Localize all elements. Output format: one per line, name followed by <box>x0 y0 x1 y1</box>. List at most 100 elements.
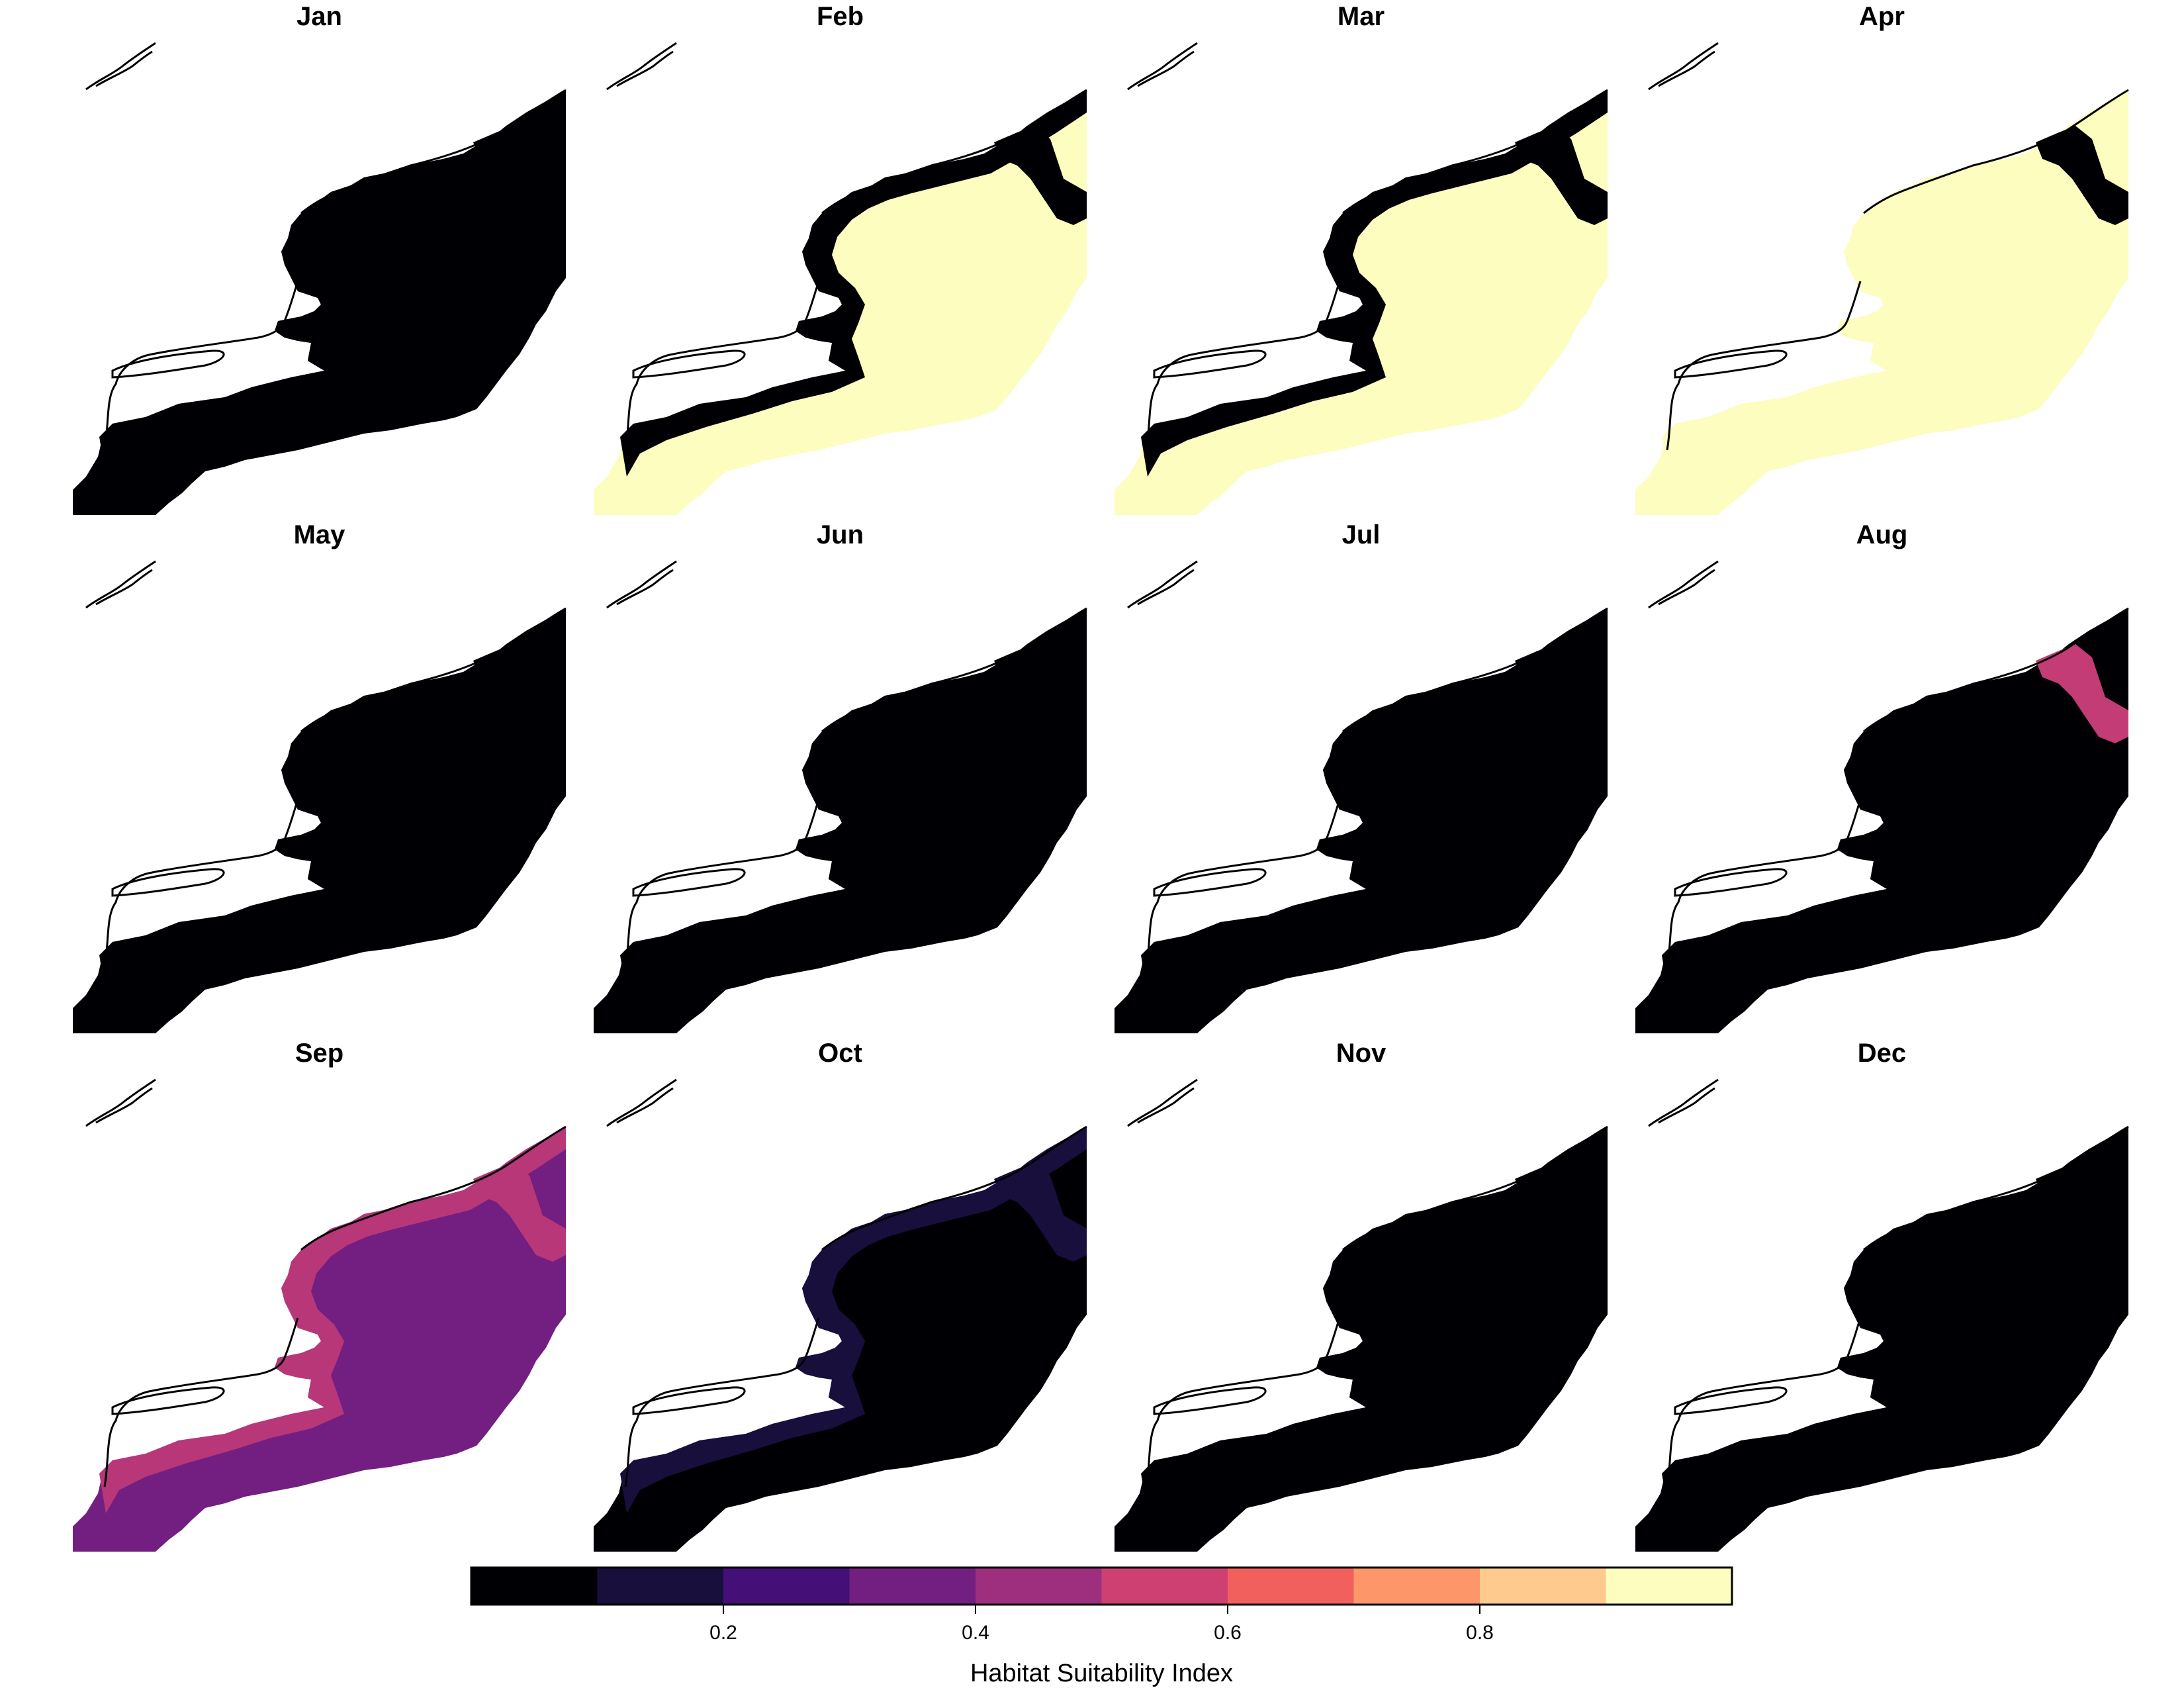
map-panel-jun: Jun <box>594 520 1087 1033</box>
map-panel-dec: Dec <box>1635 1039 2129 1552</box>
coastline-north <box>1325 607 1608 840</box>
panel-title: Sep <box>295 1039 343 1068</box>
legend-color-bin <box>1101 1568 1228 1605</box>
estuary-outline <box>1648 560 1719 609</box>
legend-color-bin <box>1228 1568 1354 1605</box>
coastline-north <box>283 1125 567 1358</box>
coastline <box>1145 320 1328 451</box>
panel-title: Dec <box>1858 1039 1906 1068</box>
coastline-north <box>283 607 567 840</box>
legend-frame <box>470 1566 1733 1606</box>
map-panel-jul: Jul <box>1115 520 1608 1033</box>
map-area <box>73 1078 567 1552</box>
estuary-outline <box>1127 1078 1198 1127</box>
monthly-map-panels: Jan Feb Mar Apr May Jun Jul Aug Sep Oct Nov Dec <box>73 2 2129 1552</box>
island-outline <box>1674 1386 1788 1415</box>
coastline <box>1666 1357 1848 1487</box>
coastal-habitat-band <box>1662 90 2128 477</box>
coastal-habitat-band <box>620 1127 1087 1513</box>
panel-title: Mar <box>1338 2 1385 31</box>
estuary-outline <box>606 1078 677 1127</box>
estuary-outline <box>606 560 677 609</box>
estuary-outline <box>85 560 156 609</box>
legend-tick-label: 0.4 <box>962 1622 989 1644</box>
map-panel-oct: Oct <box>594 1039 1087 1552</box>
bay-habitat-patch <box>1515 644 1608 743</box>
legend-color-bin <box>723 1568 850 1605</box>
legend-title: Habitat Suitability Index <box>970 1660 1233 1687</box>
coastal-habitat-band <box>1141 1127 1608 1513</box>
coastline-north <box>1846 607 2129 840</box>
coastline <box>103 320 286 451</box>
legend-tick-label: 0.8 <box>1466 1622 1494 1644</box>
coastline-north <box>283 89 567 322</box>
island-outline <box>1674 868 1788 897</box>
coastline <box>624 1357 807 1487</box>
coastal-habitat-band <box>99 608 566 995</box>
map-area <box>594 560 1087 1033</box>
legend-color-bin <box>471 1568 598 1605</box>
island-outline <box>1674 350 1788 379</box>
map-area <box>73 560 567 1033</box>
map-panel-jan: Jan <box>73 2 567 515</box>
map-area <box>1115 42 1608 515</box>
island-outline <box>111 350 225 379</box>
coastline <box>624 320 807 451</box>
bay-habitat-patch <box>994 644 1087 743</box>
color-legend: 0.2 0.4 0.6 0.8 Habitat Suitability Index <box>470 1566 1733 1687</box>
island-outline <box>1153 1386 1267 1415</box>
bay-habitat-patch <box>994 1162 1087 1262</box>
bay-habitat-patch <box>1515 126 1608 225</box>
map-area <box>1635 1078 2129 1552</box>
map-panel-nov: Nov <box>1115 1039 1608 1552</box>
panel-title: May <box>294 520 346 549</box>
bay-habitat-patch <box>473 1162 566 1262</box>
estuary-outline <box>85 42 156 91</box>
island-outline <box>111 1386 225 1415</box>
legend-color-bin <box>1480 1568 1606 1605</box>
coastline-north <box>804 1125 1087 1358</box>
coastal-habitat-band <box>620 90 1087 477</box>
legend-color-bin <box>849 1568 976 1605</box>
coastal-habitat-band <box>99 1127 566 1513</box>
island-outline <box>111 868 225 897</box>
coastline-north <box>1846 1125 2129 1358</box>
bay-habitat-patch <box>473 126 566 225</box>
coastline <box>1145 1357 1328 1487</box>
bay-habitat-patch <box>994 126 1087 225</box>
map-panel-sep: Sep <box>73 1039 567 1552</box>
coastline <box>624 839 807 969</box>
panel-title: Jul <box>1342 520 1381 549</box>
legend-tick-label: 0.2 <box>709 1622 737 1644</box>
panel-title: Jun <box>817 520 864 549</box>
panel-title: Feb <box>817 2 864 31</box>
map-area <box>1115 1078 1608 1552</box>
island-outline <box>632 1386 746 1415</box>
panel-title: Oct <box>818 1039 862 1068</box>
panel-title: Apr <box>1859 2 1905 31</box>
coastline <box>1666 839 1848 969</box>
coastline <box>103 839 286 969</box>
estuary-outline <box>1127 42 1198 91</box>
estuary-outline <box>85 1078 156 1127</box>
island-outline <box>632 350 746 379</box>
map-area <box>1635 560 2129 1033</box>
legend-color-bin <box>976 1568 1102 1605</box>
estuary-outline <box>1648 42 1719 91</box>
map-panel-apr: Apr <box>1635 2 2129 515</box>
estuary-outline <box>606 42 677 91</box>
island-outline <box>1153 350 1267 379</box>
map-area <box>594 42 1087 515</box>
map-area <box>1115 560 1608 1033</box>
coastline <box>103 1357 286 1487</box>
estuary-outline <box>1648 1078 1719 1127</box>
bay-habitat-patch <box>2036 126 2128 225</box>
island-outline <box>1153 868 1267 897</box>
panel-title: Aug <box>1856 520 1908 549</box>
coastline-north <box>1325 1125 1608 1358</box>
bay-habitat-patch <box>2036 1162 2128 1262</box>
map-panel-feb: Feb <box>594 2 1087 515</box>
island-outline <box>632 868 746 897</box>
coastal-habitat-band <box>1141 608 1608 995</box>
